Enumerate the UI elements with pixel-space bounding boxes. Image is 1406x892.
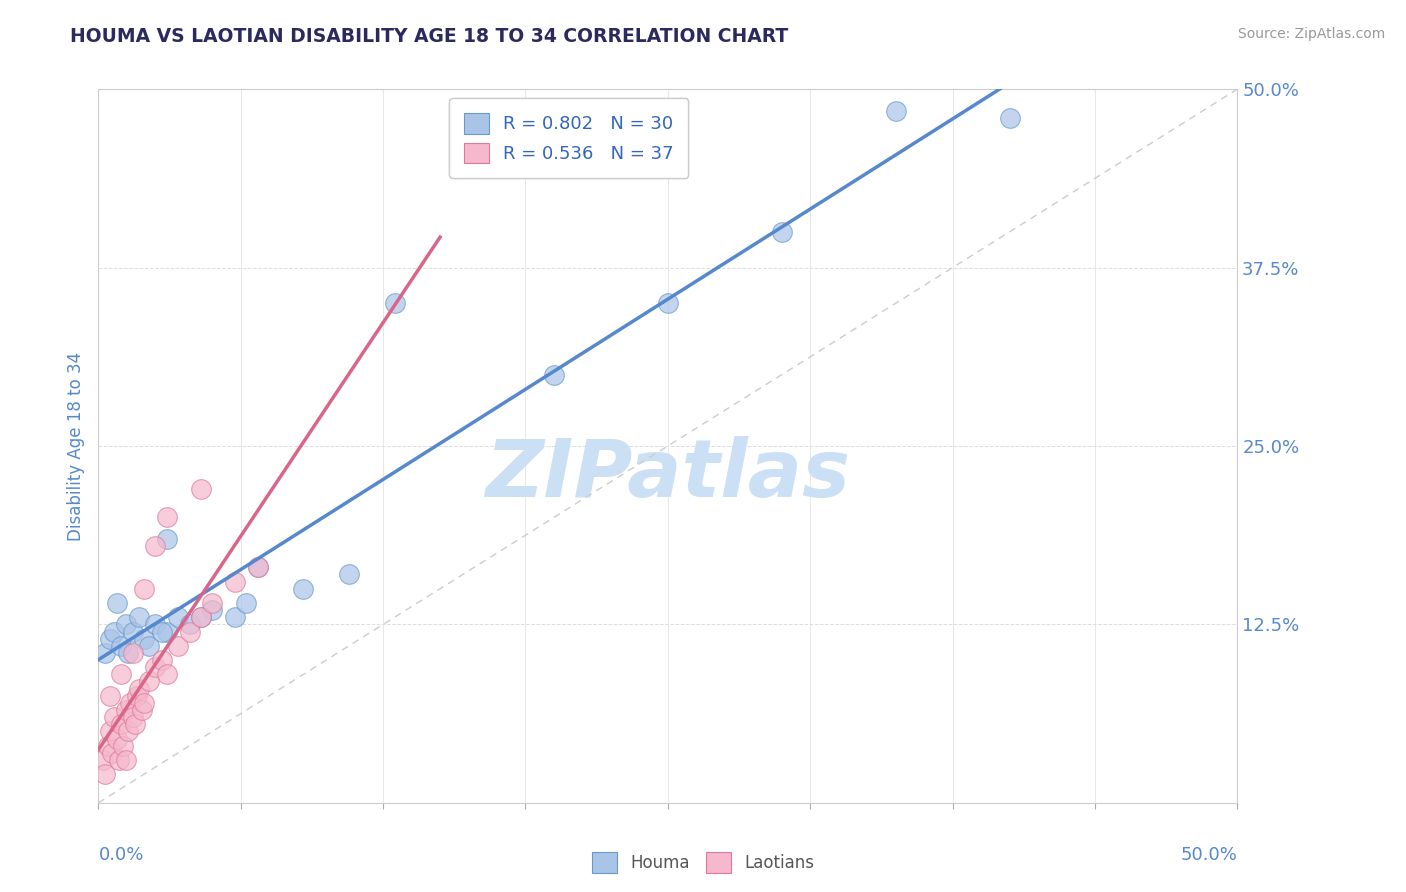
Legend: R = 0.802   N = 30, R = 0.536   N = 37: R = 0.802 N = 30, R = 0.536 N = 37	[449, 98, 689, 178]
Point	[121, 624, 143, 639]
Point	[128, 610, 150, 624]
Point	[543, 368, 565, 382]
Point	[138, 639, 160, 653]
Point	[121, 646, 143, 660]
Point	[117, 646, 139, 660]
Point	[235, 596, 257, 610]
Point	[179, 617, 201, 632]
Point	[145, 539, 167, 553]
Point	[98, 724, 121, 739]
Point	[167, 639, 190, 653]
Legend: Houma, Laotians: Houma, Laotians	[585, 846, 821, 880]
Point	[114, 617, 136, 632]
Point	[108, 753, 131, 767]
Point	[292, 582, 315, 596]
Point	[103, 624, 125, 639]
Point	[179, 624, 201, 639]
Point	[112, 739, 135, 753]
Point	[246, 560, 269, 574]
Point	[150, 653, 173, 667]
Point	[96, 739, 118, 753]
Point	[224, 574, 246, 589]
Point	[145, 660, 167, 674]
Point	[101, 746, 124, 760]
Point	[190, 610, 212, 624]
Point	[94, 767, 117, 781]
Point	[201, 603, 224, 617]
Point	[145, 617, 167, 632]
Point	[132, 582, 155, 596]
Point	[94, 646, 117, 660]
Y-axis label: Disability Age 18 to 34: Disability Age 18 to 34	[66, 351, 84, 541]
Point	[105, 731, 128, 746]
Point	[156, 510, 179, 524]
Point	[117, 724, 139, 739]
Point	[201, 596, 224, 610]
Point	[337, 567, 360, 582]
Text: 0.0%: 0.0%	[98, 846, 143, 863]
Point	[138, 674, 160, 689]
Point	[127, 689, 149, 703]
Point	[167, 610, 190, 624]
Point	[121, 710, 143, 724]
Point	[246, 560, 269, 574]
Point	[770, 225, 793, 239]
Point	[110, 639, 132, 653]
Point	[190, 610, 212, 624]
Point	[114, 753, 136, 767]
Point	[224, 610, 246, 624]
Point	[98, 632, 121, 646]
Point	[114, 703, 136, 717]
Point	[156, 532, 179, 546]
Point	[156, 624, 179, 639]
Point	[998, 111, 1021, 125]
Point	[190, 482, 212, 496]
Point	[150, 624, 173, 639]
Point	[103, 710, 125, 724]
Point	[98, 689, 121, 703]
Text: 50.0%: 50.0%	[1181, 846, 1237, 863]
Point	[884, 103, 907, 118]
Point	[128, 681, 150, 696]
Point	[124, 717, 146, 731]
Point	[657, 296, 679, 310]
Point	[132, 632, 155, 646]
Point	[105, 596, 128, 610]
Point	[110, 667, 132, 681]
Point	[110, 717, 132, 731]
Text: Source: ZipAtlas.com: Source: ZipAtlas.com	[1237, 27, 1385, 41]
Text: ZIPatlas: ZIPatlas	[485, 435, 851, 514]
Point	[132, 696, 155, 710]
Point	[384, 296, 406, 310]
Point	[91, 753, 114, 767]
Point	[131, 703, 153, 717]
Text: HOUMA VS LAOTIAN DISABILITY AGE 18 TO 34 CORRELATION CHART: HOUMA VS LAOTIAN DISABILITY AGE 18 TO 34…	[70, 27, 789, 45]
Point	[156, 667, 179, 681]
Point	[120, 696, 142, 710]
